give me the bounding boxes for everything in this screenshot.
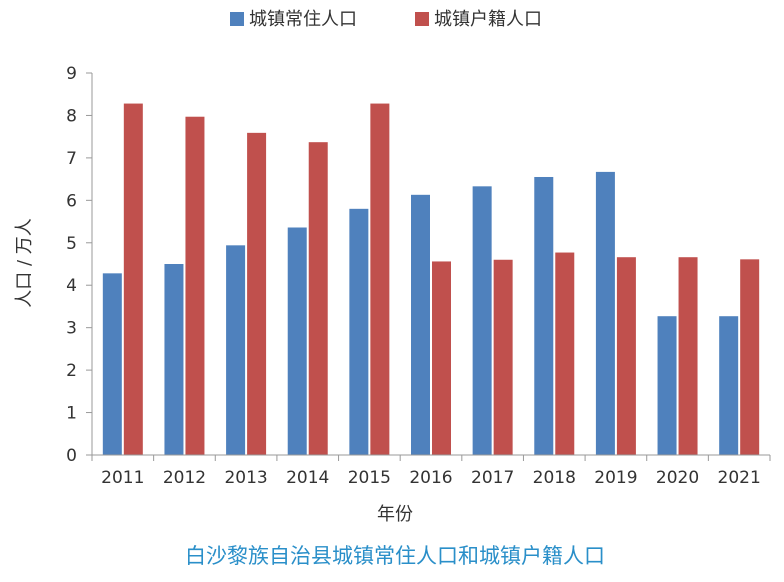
x-tick-label: 2021 <box>718 468 761 488</box>
bar-resident-2019 <box>595 171 615 455</box>
y-tick-label: 6 <box>66 191 77 211</box>
bar-resident-2012 <box>164 264 184 455</box>
bar-resident-2021 <box>719 316 739 455</box>
bar-household-2017 <box>493 259 513 455</box>
y-tick-label: 8 <box>66 106 77 126</box>
legend-swatch-household <box>415 12 429 26</box>
x-tick-label: 2018 <box>533 468 576 488</box>
bar-resident-2020 <box>657 316 677 455</box>
bar-resident-2011 <box>102 273 122 455</box>
bar-resident-2017 <box>472 186 492 455</box>
bar-household-2011 <box>123 103 143 455</box>
bar-resident-2014 <box>287 227 307 455</box>
y-tick-label: 5 <box>66 234 77 254</box>
bar-resident-2013 <box>226 245 246 455</box>
x-tick-label: 2019 <box>594 468 637 488</box>
bar-resident-2018 <box>534 176 554 455</box>
x-axis-title: 年份 <box>377 504 413 525</box>
bars <box>102 103 760 456</box>
bar-resident-2016 <box>411 194 430 455</box>
axes <box>91 73 770 456</box>
bar-household-2012 <box>185 116 205 456</box>
bar-household-2013 <box>247 132 267 455</box>
bar-household-2018 <box>555 252 575 455</box>
legend-swatch-resident <box>230 12 244 26</box>
y-tick-label: 7 <box>66 149 77 169</box>
x-tick-label: 2011 <box>101 468 144 488</box>
bar-household-2021 <box>740 259 760 455</box>
x-tick-label: 2014 <box>286 468 329 488</box>
bar-resident-2015 <box>349 208 369 455</box>
x-tick-label: 2012 <box>163 468 206 488</box>
x-axis: 2011 2012 2013 2014 2015 2016 2017 2018 2019 2020… <box>91 455 771 488</box>
x-tick-label: 2013 <box>224 468 267 488</box>
x-tick-label: 2015 <box>348 468 391 488</box>
y-tick-label: 9 <box>66 64 77 84</box>
bar-household-2020 <box>678 257 698 455</box>
legend-label-resident: 城镇常住人口 <box>249 9 357 30</box>
x-tick-label: 2017 <box>471 468 514 488</box>
x-tick-label: 2020 <box>656 468 699 488</box>
y-tick-label: 4 <box>66 276 77 296</box>
bar-household-2016 <box>432 261 451 455</box>
bar-household-2014 <box>308 142 328 455</box>
y-axis-title: 人口 / 万人 <box>14 218 35 308</box>
bar-household-2019 <box>616 257 636 455</box>
y-axis: 0 1 2 3 4 5 6 7 8 9 <box>66 64 92 466</box>
x-tick-label: 2016 <box>409 468 452 488</box>
bar-household-2015 <box>370 103 390 455</box>
y-tick-label: 1 <box>66 404 77 424</box>
chart-title: 白沙黎族自治县城镇常住人口和城镇户籍人口 <box>185 544 605 568</box>
y-tick-label: 3 <box>66 319 77 339</box>
y-tick-label: 2 <box>66 361 77 381</box>
y-tick-label: 0 <box>66 446 77 466</box>
legend: 城镇常住人口 城镇户籍人口 <box>230 9 542 30</box>
legend-label-household: 城镇户籍人口 <box>434 9 542 30</box>
